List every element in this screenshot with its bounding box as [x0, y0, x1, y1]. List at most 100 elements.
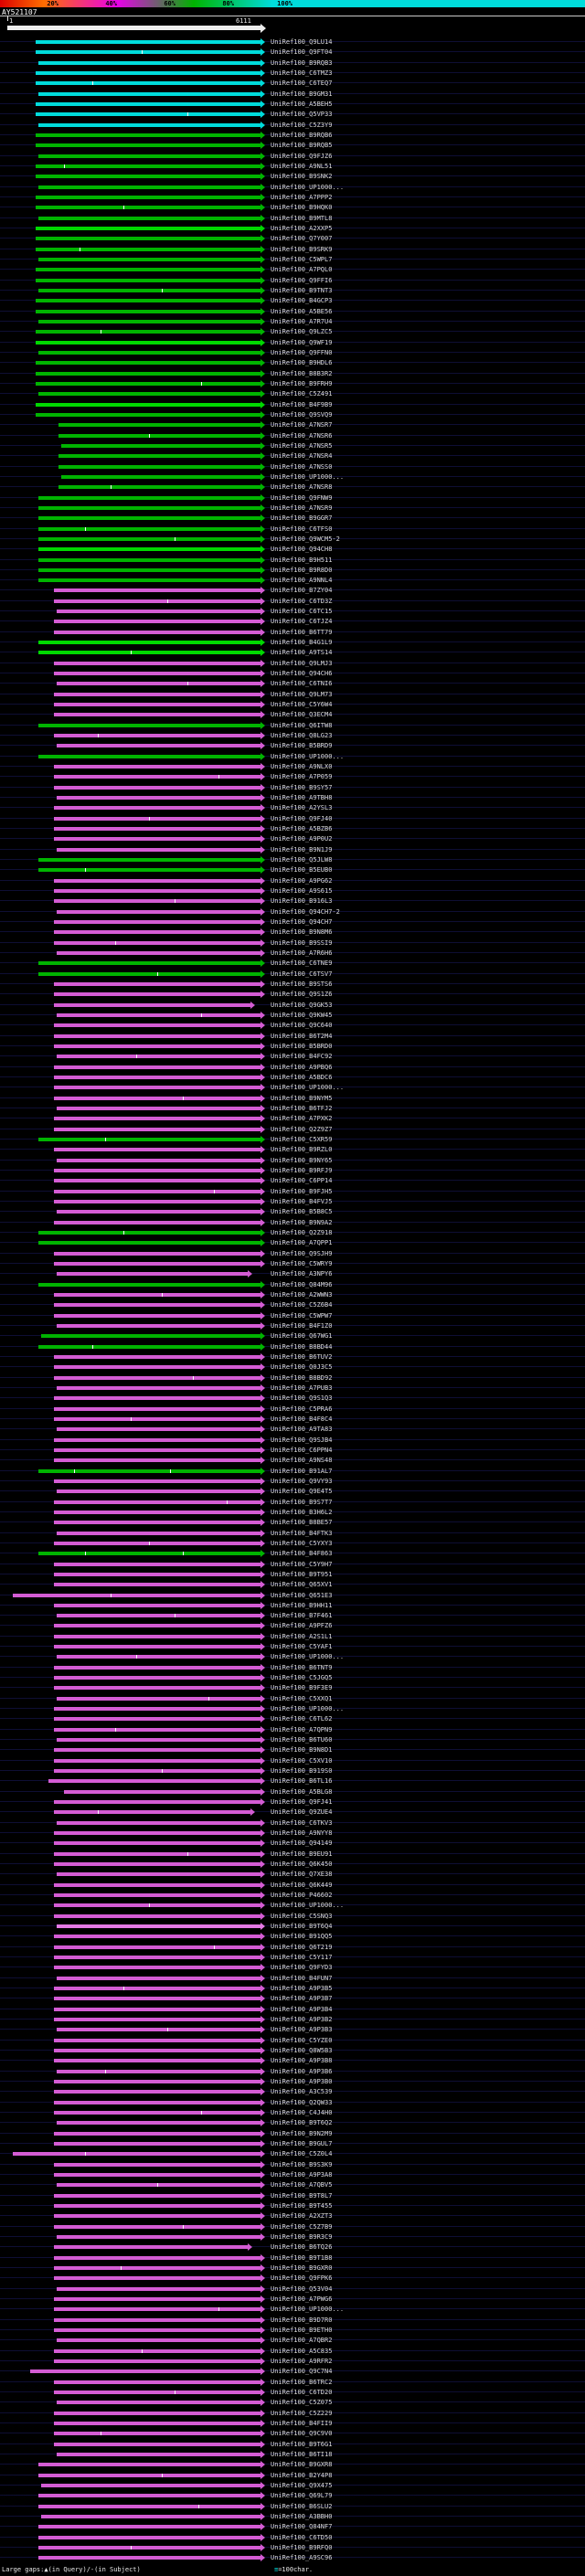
hit-bar[interactable]: [53, 1076, 261, 1079]
hit-bar[interactable]: [53, 2255, 261, 2260]
hit-label[interactable]: UniRef100_B9R3C9: [271, 2232, 333, 2241]
hit-label[interactable]: UniRef100_B9T6Q4: [271, 1923, 333, 1931]
hit-label[interactable]: UniRef100_B9N8M6: [271, 928, 333, 937]
hit-label[interactable]: UniRef100_B4F9B9: [271, 400, 333, 408]
hit-bar[interactable]: [53, 1583, 261, 1587]
hit-label[interactable]: UniRef100_A7PUB3: [271, 1383, 333, 1392]
hit-label[interactable]: UniRef100_A9S615: [271, 887, 333, 896]
hit-bar[interactable]: [56, 2401, 261, 2405]
hit-label[interactable]: UniRef100_Q6ITW8: [271, 721, 333, 729]
hit-label[interactable]: UniRef100_Q65XV1: [271, 1581, 333, 1589]
hit-label[interactable]: UniRef100_B9F3E9: [271, 1684, 333, 1692]
hit-bar[interactable]: [56, 744, 261, 748]
hit-bar[interactable]: [53, 588, 261, 593]
hit-bar[interactable]: [56, 1158, 261, 1162]
hit-bar[interactable]: [53, 2059, 261, 2063]
hit-label[interactable]: UniRef100_Q9GK53: [271, 1001, 333, 1009]
hit-bar[interactable]: [37, 257, 261, 261]
hit-bar[interactable]: [53, 2432, 261, 2436]
hit-label[interactable]: UniRef100_C4J4H0: [271, 2109, 333, 2116]
hit-bar[interactable]: [53, 1758, 261, 1763]
hit-label[interactable]: UniRef100_C5PRA6: [271, 1405, 333, 1413]
hit-bar[interactable]: [37, 1137, 261, 1141]
hit-label[interactable]: UniRef100_Q9FPK6: [271, 2274, 333, 2283]
hit-bar[interactable]: [58, 464, 261, 469]
hit-label[interactable]: UniRef100_Q94149: [271, 1839, 333, 1848]
hit-bar[interactable]: [56, 2338, 261, 2343]
hit-label[interactable]: UniRef100_C5YZE0: [271, 2036, 333, 2044]
hit-bar[interactable]: [37, 2504, 261, 2508]
hit-label[interactable]: UniRef100_Q9FFI6: [271, 276, 333, 284]
hit-label[interactable]: UniRef100_A9NNL4: [271, 577, 333, 585]
hit-label[interactable]: UniRef100_Q0J3C5: [271, 1363, 333, 1372]
hit-bar[interactable]: [53, 899, 261, 904]
hit-bar[interactable]: [53, 1603, 261, 1607]
hit-bar[interactable]: [36, 340, 261, 345]
hit-label[interactable]: UniRef100_B9S3K9: [271, 2160, 333, 2168]
hit-label[interactable]: UniRef100_A9SC96: [271, 2554, 333, 2562]
hit-bar[interactable]: [53, 1199, 261, 1203]
hit-label[interactable]: UniRef100_C5XR59: [271, 1135, 333, 1143]
hit-bar[interactable]: [53, 1458, 261, 1463]
hit-bar[interactable]: [58, 454, 261, 459]
hit-label[interactable]: UniRef100_B9N1J9: [271, 845, 333, 853]
hit-bar[interactable]: [36, 309, 261, 313]
hit-bar[interactable]: [37, 185, 261, 189]
hit-bar[interactable]: [53, 1935, 261, 1939]
hit-label[interactable]: UniRef100_Q84M96: [271, 1280, 333, 1288]
hit-bar[interactable]: [53, 1562, 261, 1566]
hit-bar[interactable]: [53, 1023, 261, 1028]
hit-label[interactable]: UniRef100_A7NSR9: [271, 504, 333, 512]
hit-label[interactable]: UniRef100_A2YSL3: [271, 804, 333, 812]
hit-label[interactable]: UniRef100_A7R6H6: [271, 949, 333, 958]
hit-label[interactable]: UniRef100_B91QQ5: [271, 1933, 333, 1941]
hit-label[interactable]: UniRef100_C5YAF1: [271, 1643, 333, 1651]
hit-bar[interactable]: [56, 610, 261, 614]
hit-label[interactable]: UniRef100_A7NSR6: [271, 431, 333, 440]
hit-label[interactable]: UniRef100_B8B3R2: [271, 369, 333, 377]
hit-label[interactable]: UniRef100_B8BE57: [271, 1519, 333, 1527]
hit-label[interactable]: UniRef100_Q9FT04: [271, 48, 333, 57]
hit-bar[interactable]: [37, 536, 261, 541]
hit-bar[interactable]: [53, 765, 261, 769]
hit-label[interactable]: UniRef100_C5JGQ5: [271, 1674, 333, 1682]
hit-bar[interactable]: [53, 620, 261, 624]
hit-label[interactable]: UniRef100_B9GGR7: [271, 514, 333, 523]
hit-label[interactable]: UniRef100_Q9E4T5: [271, 1488, 333, 1496]
hit-label[interactable]: UniRef100_B4FVJ5: [271, 1197, 333, 1205]
hit-bar[interactable]: [36, 175, 261, 179]
hit-bar[interactable]: [53, 1396, 261, 1401]
hit-bar[interactable]: [36, 247, 261, 251]
hit-bar[interactable]: [53, 1416, 261, 1421]
hit-bar[interactable]: [53, 1893, 261, 1898]
hit-label[interactable]: UniRef100_B3H6L2: [271, 1508, 333, 1516]
hit-label[interactable]: UniRef100_A5C835: [271, 2347, 333, 2355]
hit-bar[interactable]: [53, 1510, 261, 1514]
hit-label[interactable]: UniRef100_A7PXK2: [271, 1115, 333, 1123]
hit-bar[interactable]: [53, 630, 261, 634]
hit-bar[interactable]: [30, 2369, 261, 2374]
hit-label[interactable]: UniRef100_Q9LZC5: [271, 328, 333, 336]
hit-bar[interactable]: [36, 371, 261, 376]
hit-bar[interactable]: [56, 2286, 261, 2291]
hit-label[interactable]: UniRef100_A7NSR7: [271, 421, 333, 429]
hit-bar[interactable]: [40, 1334, 261, 1339]
hit-label[interactable]: UniRef100_A5BEH5: [271, 100, 333, 108]
hit-bar[interactable]: [37, 868, 261, 873]
hit-label[interactable]: UniRef100_A5BDC6: [271, 1074, 333, 1081]
hit-bar[interactable]: [58, 433, 261, 438]
hit-label[interactable]: UniRef100_A7PQL0: [271, 266, 333, 274]
hit-label[interactable]: UniRef100_B5BRD0: [271, 1043, 333, 1050]
hit-label[interactable]: UniRef100_A9P0U2: [271, 835, 333, 843]
hit-label[interactable]: UniRef100_C6TSV7: [271, 970, 333, 978]
hit-label[interactable]: UniRef100_Q6K450: [271, 1860, 333, 1869]
hit-label[interactable]: UniRef100_B6TL16: [271, 1777, 333, 1786]
hit-bar[interactable]: [56, 796, 261, 800]
hit-label[interactable]: UniRef100_B9N2M9: [271, 2129, 333, 2137]
hit-bar[interactable]: [53, 1572, 261, 1576]
hit-label[interactable]: UniRef100_Q9X475: [271, 2481, 333, 2489]
hit-label[interactable]: UniRef100_B9S7T7: [271, 1498, 333, 1506]
hit-bar[interactable]: [36, 164, 261, 168]
hit-label[interactable]: UniRef100_Q94CH7: [271, 918, 333, 927]
hit-bar[interactable]: [53, 703, 261, 707]
